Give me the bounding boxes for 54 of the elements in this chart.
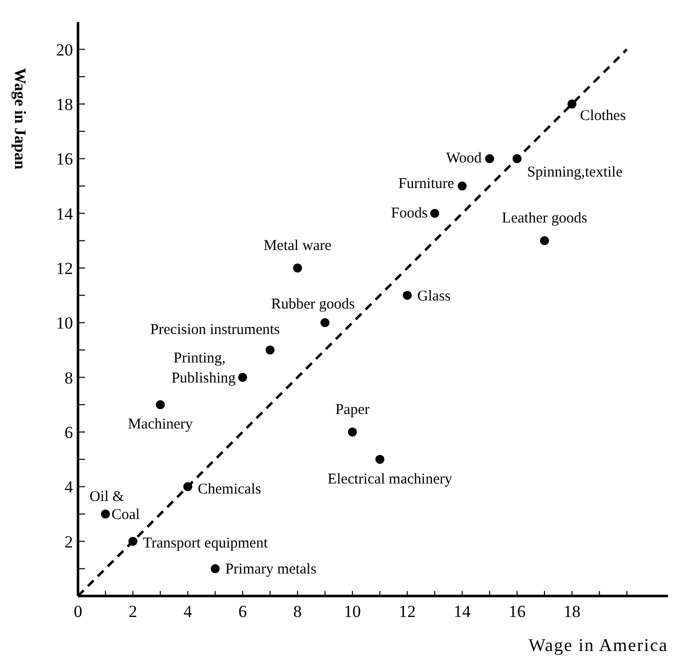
point [430, 208, 440, 218]
annotation: Printing, Publishing [171, 350, 236, 386]
y-tick-label: 16 [56, 150, 73, 169]
point [320, 318, 330, 328]
x-tick-label: 10 [344, 602, 361, 622]
annotation: Transport equipment [142, 535, 269, 552]
annotation: Leather goods [502, 210, 588, 227]
annotation: Machinery [128, 416, 194, 433]
x-tick-label: 12 [398, 602, 416, 622]
y-tick-label: 12 [56, 259, 73, 278]
annotation: Furniture [398, 176, 455, 192]
point [348, 427, 357, 437]
x-tick-label: 18 [563, 602, 580, 622]
annotation: Primary metals [225, 562, 317, 578]
point [402, 290, 412, 300]
x-tick-label: 0 [74, 602, 82, 622]
y-tick-label: 14 [56, 204, 74, 224]
x-tick-label: 4 [184, 602, 193, 622]
annotation: Chemicals [198, 482, 262, 498]
annotation: Clothes [580, 108, 626, 124]
y-tick-label: 10 [56, 314, 73, 333]
x-tick-label: 14 [454, 602, 472, 622]
point [156, 400, 165, 410]
x-axis-title: Wage in America [528, 635, 668, 656]
y-axis-title: Wage in Japan [10, 68, 28, 170]
x-tick-label: 2 [128, 602, 138, 622]
x-tick-label: 6 [238, 602, 247, 622]
y-tick-label: 20 [56, 40, 73, 60]
point [238, 372, 248, 382]
annotation: Wood [446, 150, 482, 167]
annotation: Metal ware [264, 238, 332, 254]
annotation: Electrical machinery [328, 471, 453, 488]
y-tick-label: 8 [64, 368, 73, 388]
point [266, 345, 275, 355]
point [485, 154, 494, 164]
annotation: Precision instruments [150, 322, 280, 338]
x-tick-label: 8 [293, 602, 302, 622]
y-tick-label: 18 [56, 95, 73, 114]
y-tick-label: 2 [64, 532, 73, 552]
point [210, 564, 220, 574]
annotation: Glass [417, 288, 451, 304]
annotation: Rubber goods [271, 296, 356, 313]
annotation: Spinning,textile [527, 164, 623, 181]
annotation: Paper [335, 402, 370, 418]
annotation: Oil & Coal [89, 489, 140, 523]
point [375, 454, 384, 464]
point [540, 236, 550, 246]
point [458, 181, 467, 191]
point [293, 263, 302, 273]
y-tick-label: 6 [64, 423, 73, 442]
annotation: Foods [391, 205, 428, 222]
y-tick-label: 4 [64, 478, 74, 497]
point [100, 509, 110, 519]
x-tick-label: 16 [508, 602, 526, 622]
